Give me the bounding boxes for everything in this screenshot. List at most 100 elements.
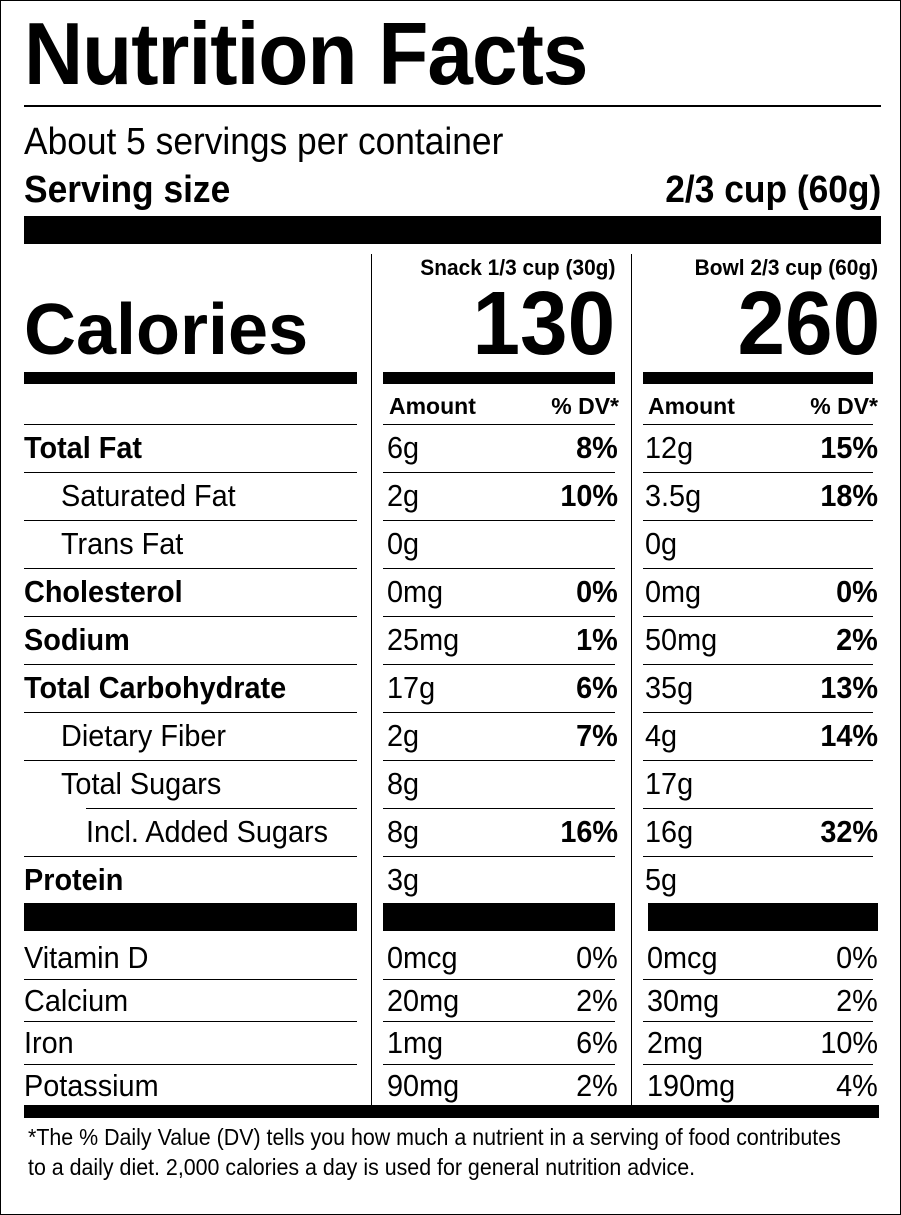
label-title: Nutrition Facts [24,4,588,103]
row-divider [86,808,357,809]
row-divider [643,520,873,521]
nutrient-name: Saturated Fat [61,478,236,513]
column-divider-2 [631,254,632,1106]
row-divider [643,1021,873,1022]
snack-dv: 8% [576,430,618,465]
snack-dv-header: % DV* [551,393,619,419]
row-divider [643,808,873,809]
vitamin-name: Calcium [24,982,129,1018]
row-divider [24,856,357,857]
row-divider [24,760,357,761]
snack-column-header: Snack 1/3 cup (30g) [419,255,615,280]
row-divider [24,1021,357,1022]
nutrient-name: Cholesterol [24,574,183,609]
bowl-amount-header: Amount [648,393,735,419]
bowl-dv: 2% [836,622,878,657]
vitamin-name: Iron [24,1025,74,1060]
thick-divider-top [24,216,881,244]
bowl-dv: 18% [820,478,878,513]
snack-amount: 25mg [387,622,460,657]
row-divider [24,616,357,617]
row-divider [643,1063,873,1065]
bowl-amount: 16g [645,814,694,849]
row-divider [643,424,873,425]
bowl-dv: 13% [820,670,878,705]
bowl-amount: 0mcg [647,940,718,975]
snack-amount: 2g [387,478,420,513]
snack-dv: 6% [576,670,618,705]
snack-dv: 2% [576,1067,618,1103]
vitamin-name: Vitamin D [24,940,149,975]
row-divider [383,856,615,857]
bowl-amount: 3.5g [645,478,702,513]
row-divider [24,520,357,521]
row-divider [24,424,357,425]
row-divider [643,664,873,665]
row-divider [643,760,873,761]
snack-dv: 1% [576,622,618,657]
snack-amount: 6g [387,430,420,465]
calories-bar-bowl [643,372,873,384]
calories-bar-left [24,372,357,384]
bowl-dv-header: % DV* [810,393,878,419]
bowl-amount: 4g [645,718,678,753]
row-divider [383,520,615,521]
column-divider-1 [371,254,372,1106]
serving-size-value: 2/3 cup (60g) [664,169,881,211]
nutrient-name: Trans Fat [61,526,184,561]
bowl-amount: 17g [645,766,694,801]
snack-dv: 2% [576,982,618,1018]
row-divider [643,568,873,569]
bowl-dv: 32% [820,814,878,849]
row-divider [383,568,615,569]
bowl-amount: 50mg [645,622,718,657]
title-divider [24,105,881,107]
thick-bar-vitamins-snack [383,903,615,931]
bowl-dv: 4% [836,1067,878,1103]
nutrient-name: Dietary Fiber [61,718,227,753]
bowl-dv: 2% [836,982,878,1018]
row-divider [643,472,873,473]
nutrient-name: Incl. Added Sugars [86,814,329,849]
row-divider [383,808,615,809]
bowl-amount: 30mg [647,982,720,1018]
row-divider [383,1021,615,1022]
row-divider [643,616,873,617]
snack-amount: 17g [387,670,436,705]
row-divider [24,664,357,665]
row-divider [383,712,615,713]
bowl-column-header: Bowl 2/3 cup (60g) [694,255,878,280]
snack-amount: 0g [387,526,420,561]
servings-per-container: About 5 servings per container [24,121,504,163]
snack-amount: 90mg [387,1067,460,1103]
snack-dv: 16% [560,814,618,849]
bowl-amount: 0g [645,526,678,561]
bowl-calories: 260 [737,274,880,374]
row-divider [383,424,615,425]
bowl-dv: 15% [820,430,878,465]
nutrient-name: Total Carbohydrate [24,670,287,705]
snack-dv: 10% [560,478,618,513]
snack-dv: 0% [576,574,618,609]
row-divider [383,472,615,473]
snack-amount: 20mg [387,982,460,1018]
row-divider [24,1063,357,1065]
row-divider [24,568,357,569]
nutrient-name: Protein [24,862,124,897]
bowl-dv: 0% [836,940,878,975]
nutrient-name: Total Fat [24,430,142,465]
snack-dv: 7% [576,718,618,753]
nutrient-name: Sodium [24,622,130,657]
thick-divider-bottom [24,1105,879,1118]
snack-amount: 8g [387,766,420,801]
row-divider [383,1063,615,1065]
snack-amount: 1mg [387,1025,444,1060]
row-divider [383,664,615,665]
snack-amount-header: Amount [389,393,476,419]
nutrient-name: Total Sugars [61,766,222,801]
bowl-amount: 5g [645,862,678,897]
row-divider [24,712,357,713]
row-divider [383,760,615,761]
bowl-amount: 2mg [647,1025,704,1060]
row-divider [383,978,615,980]
